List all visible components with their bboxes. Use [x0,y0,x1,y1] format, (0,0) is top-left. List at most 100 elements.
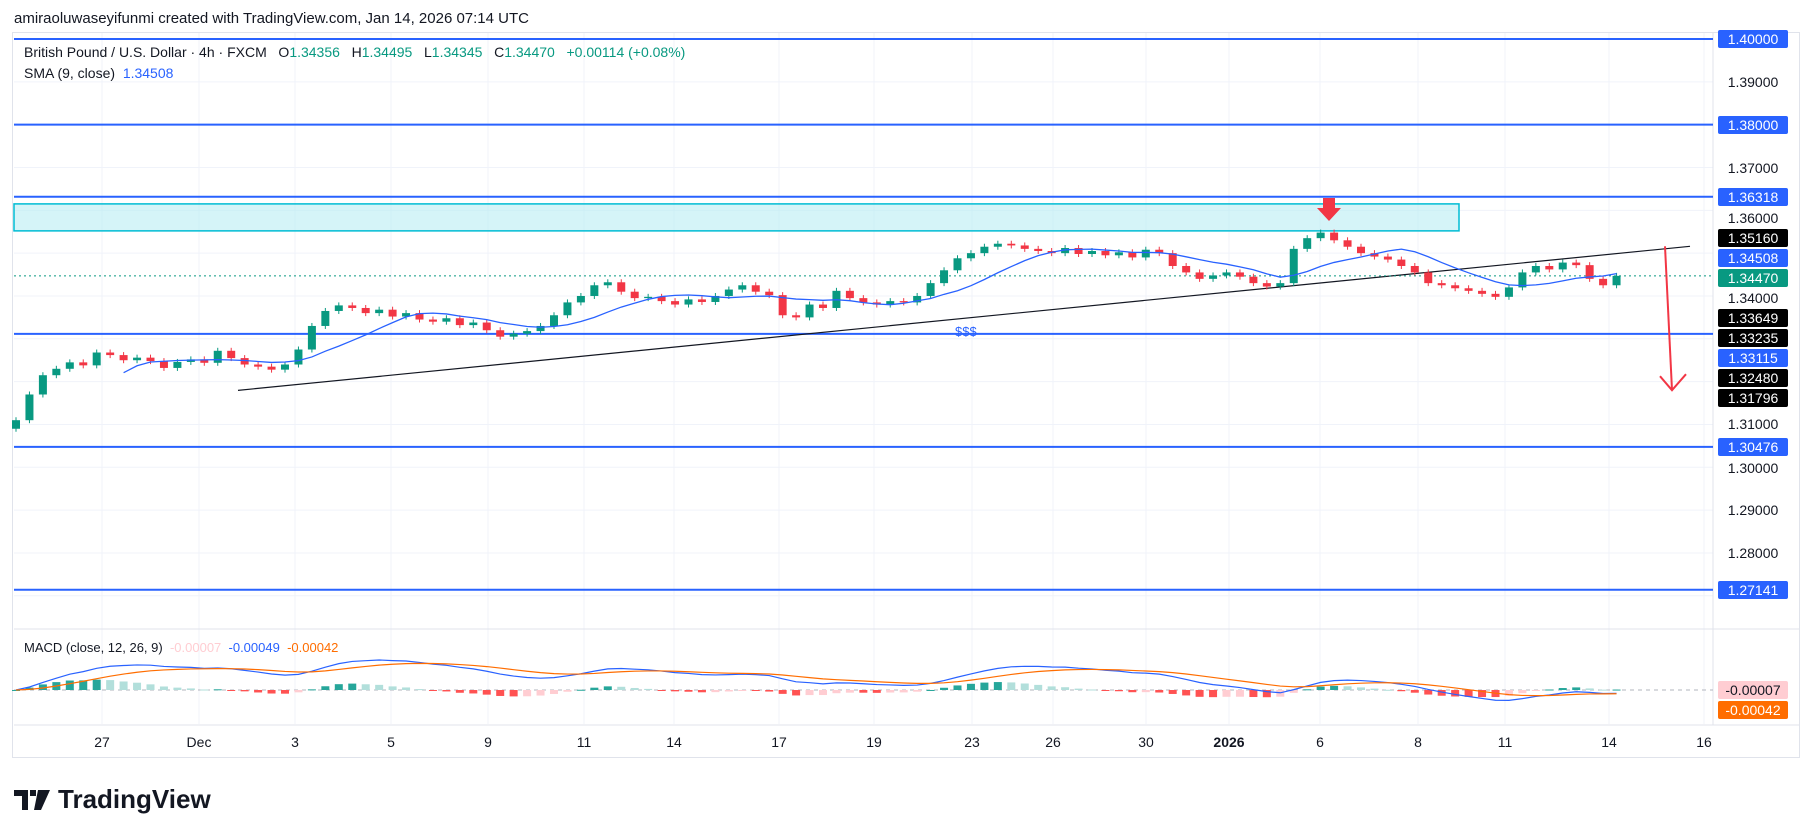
price-tick-label: 1.39000 [1727,74,1779,90]
down-arrow-marker [1317,198,1341,221]
symbol-name[interactable]: British Pound / U.S. Dollar · 4h · FXCM [24,44,267,60]
sma-legend[interactable]: SMA (9, close) 1.34508 [24,65,173,81]
macd-histogram-bar [227,690,236,691]
macd-histogram-bar [778,690,787,694]
macd-histogram-bar [415,689,424,691]
macd-histogram-bar [361,684,370,690]
candle [1235,272,1244,277]
macd-histogram-bar [845,690,854,693]
candle [1222,272,1231,276]
candle [697,299,706,302]
macd-histogram-bar [307,689,316,691]
macd-histogram-bar [1128,690,1137,693]
candle [980,246,989,254]
liquidity-label: $$$ [955,324,977,339]
candle [1289,248,1298,284]
candle [1020,245,1029,249]
time-tick-label: 5 [387,734,395,750]
trendline [237,245,1691,391]
candle [1397,259,1406,266]
macd-histogram-bar [1155,690,1164,693]
macd-histogram-bar [1424,690,1433,695]
candle [684,299,693,305]
macd-histogram-bar [348,683,357,690]
macd-histogram-bar [1262,690,1271,698]
candle [1545,265,1554,270]
candle [1182,265,1191,273]
price-tick-label: 1.28000 [1727,545,1779,561]
projection-arrow [1664,246,1673,391]
macd-legend[interactable]: MACD (close, 12, 26, 9) -0.00007 -0.0004… [24,640,338,655]
macd-histogram-bar [1195,690,1204,697]
time-tick-label: 27 [94,734,110,750]
candle [1114,252,1123,256]
macd-histogram-bar [1518,690,1527,694]
price-tag: 1.33649 [1718,309,1788,327]
candle [590,285,599,296]
candle [1195,272,1204,279]
price-tick-label: 1.36000 [1727,210,1779,226]
macd-histogram-bar [644,688,653,690]
candle [294,349,303,365]
level-price-tag: 1.27141 [1718,581,1788,599]
macd-histogram-bar [899,690,908,693]
macd-histogram-bar [1383,689,1392,691]
macd-histogram-bar [711,690,720,693]
low-label: L [424,44,432,60]
candle [482,322,491,331]
macd-histogram-bar [872,690,881,693]
candle [644,296,653,299]
time-tick-label: 6 [1316,734,1324,750]
time-tick-label: 14 [1601,734,1617,750]
candle [38,375,47,395]
macd-histogram-bar [402,687,411,690]
time-tick-label: Dec [186,734,212,750]
macd-histogram-bar [1343,686,1352,690]
macd-histogram-bar [724,690,733,692]
attribution: amiraoluwaseyifunmi created with Trading… [14,10,529,27]
price-tag: 1.35160 [1718,229,1788,247]
candle [65,362,74,369]
candle [254,364,263,367]
macd-histogram-bar [1222,690,1231,697]
time-tick-label: 23 [964,734,980,750]
candle [12,420,20,429]
macd-histogram-bar [1101,690,1110,691]
candle [159,361,168,368]
macd-histogram-bar [186,688,195,690]
candle [92,352,101,366]
candle [1088,251,1096,255]
candle [455,318,464,326]
candle [1383,256,1392,260]
macd-histogram-bar [1141,690,1150,693]
candle [281,364,289,370]
candle [899,301,908,303]
macd-histogram-bar [428,690,437,691]
macd-histogram-bar [1303,689,1312,691]
macd-histogram-bar [1047,686,1056,690]
candle [1155,249,1164,254]
symbol-legend: British Pound / U.S. Dollar · 4h · FXCM … [24,44,685,60]
macd-histogram-bar [254,690,263,693]
macd-histogram-bar [159,686,168,690]
candle [576,295,585,303]
macd-histogram-bar [940,687,949,690]
candle [630,291,639,299]
candle [1303,238,1312,249]
candle [402,313,411,317]
macd-histogram-bar [509,690,518,697]
macd-histogram-bar [1370,688,1379,690]
price-tag: 1.34508 [1718,249,1788,267]
time-tick-label: 26 [1045,734,1061,750]
macd-histogram-bar [792,690,801,696]
macd-histogram-bar [1504,690,1513,696]
candle [496,330,505,337]
macd-label: MACD (close, 12, 26, 9) [24,640,163,655]
candle [119,355,128,361]
macd-histogram-bar [1289,690,1298,693]
candle [953,258,962,271]
macd-value-tag: -0.00042 [1718,701,1788,719]
tradingview-logo[interactable]: TradingView [14,784,211,815]
macd-histogram-bar [200,689,209,691]
